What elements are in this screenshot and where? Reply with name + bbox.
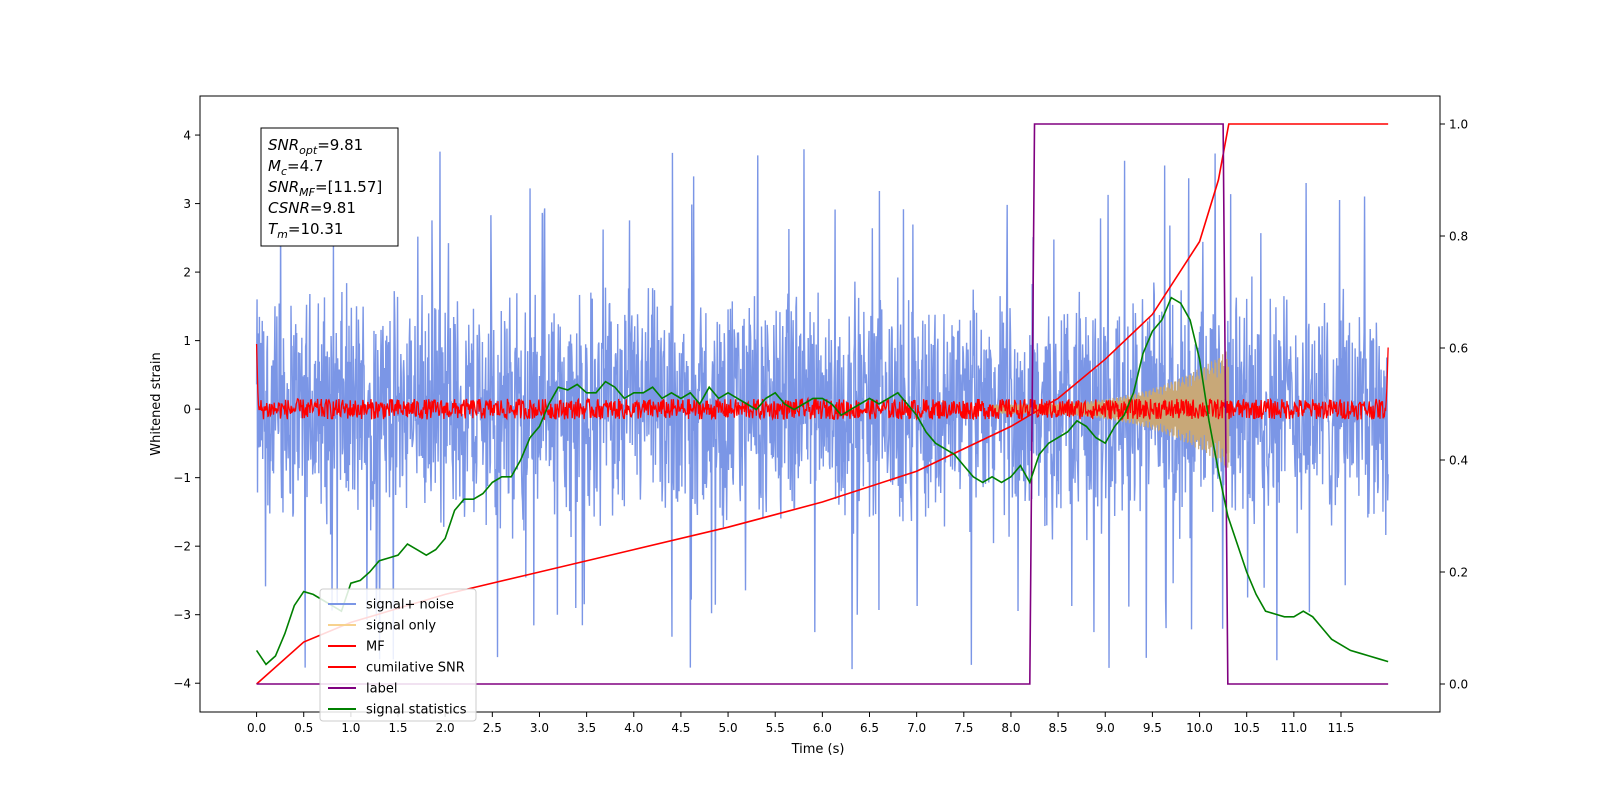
series-signal-plus-noise (255, 149, 1389, 670)
x-tick-label: 8.0 (1001, 721, 1020, 735)
y-tick-label: −2 (173, 540, 191, 554)
mf-line (255, 344, 1389, 421)
y-tick-label: −4 (173, 677, 191, 691)
y-tick-label: 2 (183, 266, 191, 280)
x-tick-label: 6.0 (813, 721, 832, 735)
y-axis-right: 0.0 0.2 0.4 0.6 0.8 1.0 (1440, 118, 1468, 692)
x-tick-label: 2.5 (483, 721, 502, 735)
legend-label: signal+ noise (366, 598, 454, 613)
y-axis-left: −4 −3 −2 −1 0 1 2 3 4 (173, 129, 200, 691)
x-tick-label: 1.0 (341, 721, 360, 735)
legend-label: signal only (366, 619, 436, 634)
y2-tick-label: 1.0 (1449, 118, 1468, 132)
x-tick-label: 6.5 (860, 721, 879, 735)
x-axis-label: Time (s) (791, 742, 845, 757)
x-tick-label: 3.0 (530, 721, 549, 735)
x-tick-label: 10.0 (1186, 721, 1213, 735)
y-axis-label: Whitened strain (149, 352, 164, 455)
legend-label: MF (366, 640, 385, 655)
label-line (256, 123, 1389, 685)
y2-tick-label: 0.6 (1449, 342, 1468, 356)
y-tick-label: −3 (173, 608, 191, 622)
x-tick-label: 10.5 (1233, 721, 1260, 735)
annotation-line: SNRopt=9.81 (268, 136, 363, 157)
annotation-line: SNRMF=[11.57] (268, 178, 382, 199)
x-tick-label: 1.5 (388, 721, 407, 735)
x-tick-label: 7.5 (954, 721, 973, 735)
y-tick-label: 1 (183, 334, 191, 348)
signal-statistics-line (255, 296, 1389, 666)
y2-tick-label: 0.8 (1449, 230, 1468, 244)
y2-tick-label: 0.0 (1449, 678, 1468, 692)
x-tick-label: 8.5 (1049, 721, 1068, 735)
series-signal-statistics (255, 296, 1389, 666)
x-tick-label: 2.0 (436, 721, 455, 735)
series-label (256, 123, 1389, 685)
legend: signal+ noise signal only MF cumilative SNR… (319, 588, 477, 722)
series-mf (255, 344, 1389, 421)
y-tick-label: 0 (183, 403, 191, 417)
x-tick-label: 11.5 (1328, 721, 1355, 735)
x-tick-label: 0.5 (294, 721, 313, 735)
x-tick-label: 3.5 (577, 721, 596, 735)
x-tick-label: 4.5 (671, 721, 690, 735)
x-tick-label: 9.5 (1143, 721, 1162, 735)
x-tick-label: 4.0 (624, 721, 643, 735)
y-tick-label: 4 (183, 129, 191, 143)
legend-label: label (366, 682, 397, 697)
plot-frame (199, 95, 1441, 713)
x-tick-label: 7.0 (907, 721, 926, 735)
annotation-line: Mc=4.7 (268, 157, 323, 178)
y-tick-label: 3 (183, 197, 191, 211)
x-tick-label: 11.0 (1280, 721, 1307, 735)
annotation-line: CSNR=9.81 (268, 199, 356, 217)
x-tick-label: 5.5 (766, 721, 785, 735)
legend-label: cumilative SNR (366, 661, 465, 676)
signal-plus-noise-line (255, 149, 1389, 670)
y2-tick-label: 0.4 (1449, 454, 1468, 468)
x-axis: 0.0 0.5 1.0 1.5 2.0 2.5 3.0 3.5 4.0 4.5 5.0 5.5 6.0 6… (247, 712, 1354, 735)
legend-label: signal statistics (366, 703, 467, 718)
x-tick-label: 9.0 (1096, 721, 1115, 735)
x-tick-label: 5.0 (719, 721, 738, 735)
y2-tick-label: 0.2 (1449, 566, 1468, 580)
annotation-line: Tm=10.31 (268, 220, 343, 241)
x-tick-label: 0.0 (247, 721, 266, 735)
y-tick-label: −1 (173, 471, 191, 485)
